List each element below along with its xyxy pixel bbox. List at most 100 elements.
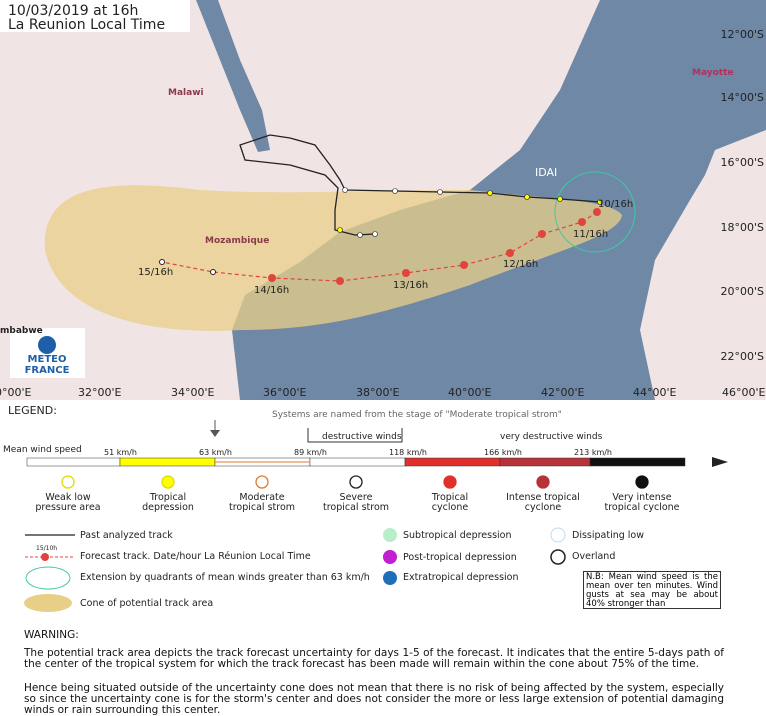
latitude-label: 14°00'S [720, 91, 764, 104]
track-point [597, 199, 603, 205]
timezone: La Reunion Local Time [8, 17, 165, 33]
speed-label: 118 km/h [389, 448, 427, 457]
legend-item: Extratropical depression [403, 572, 519, 583]
place-label: Mayotte [692, 68, 734, 78]
track-point [524, 194, 530, 200]
scale-segment [119, 457, 216, 467]
track-point [372, 231, 378, 237]
category-label: Intense tropical [506, 492, 580, 503]
naming-arrowhead [210, 430, 220, 437]
track-label: 10/16h [598, 199, 633, 210]
warning-title: WARNING: [24, 629, 79, 641]
category-label: depression [142, 502, 194, 513]
category-icon [635, 475, 649, 489]
destructive-bracket [307, 428, 403, 443]
very-destructive-label: very destructive winds [500, 432, 603, 442]
post-tropical-icon [383, 550, 397, 564]
logo-mark [38, 336, 56, 354]
track-point [392, 188, 398, 194]
storm-name: IDAI [535, 166, 557, 179]
category-label: pressure area [35, 502, 100, 513]
legend-item: Overland [572, 551, 615, 562]
category-icon [536, 475, 550, 489]
note: N.B: Mean wind speed is the mean over te… [583, 571, 721, 609]
scale-segment [589, 457, 686, 467]
scale-title: Mean wind speed [3, 445, 82, 455]
wind-extension [554, 171, 636, 253]
latitude-label: 18°00'S [720, 221, 764, 234]
forecast-point [210, 269, 216, 275]
logo-text: METEO [28, 354, 67, 365]
track-point [337, 227, 343, 233]
latitude-label: 16°00'S [720, 156, 764, 169]
latitude-label: 20°00'S [720, 285, 764, 298]
legend-item: Past analyzed track [80, 530, 173, 541]
category-label: tropical strom [323, 502, 389, 513]
lake-malawi [196, 0, 270, 152]
speed-label: 89 km/h [294, 448, 327, 457]
category-icon [161, 475, 175, 489]
forecast-track [161, 211, 598, 282]
latitude-label: 22°00'S [720, 350, 764, 363]
category-label: cyclone [432, 502, 469, 513]
overland-icon [550, 549, 566, 565]
legend-item: Post-tropical depression [403, 552, 517, 563]
category-icon [349, 475, 363, 489]
date: 10/03/2019 at 16h [8, 3, 138, 19]
place-label: Malawi [168, 88, 204, 98]
longitude-label: 32°00'E [78, 386, 122, 399]
speed-label: 63 km/h [199, 448, 232, 457]
category-label: Severe [340, 492, 373, 503]
category-icon [255, 475, 269, 489]
track-point [487, 190, 493, 196]
speed-label: 213 km/h [574, 448, 612, 457]
track-point [437, 189, 443, 195]
forecast-sample: 15/10h [36, 545, 57, 552]
logo-text: FRANCE [25, 365, 70, 376]
past-track [239, 134, 601, 236]
speed-label: 51 km/h [104, 448, 137, 457]
scale-segment [404, 457, 501, 467]
track-label: 13/16h [393, 280, 428, 291]
category-label: tropical cyclone [605, 502, 680, 513]
legend-item: Subtropical depression [403, 530, 512, 541]
place-label: Mozambique [205, 236, 269, 246]
track-label: 11/16h [573, 229, 608, 240]
warning-paragraph: Hence being situated outside of the unce… [24, 682, 724, 716]
scale-segment [309, 457, 406, 467]
scale-segment [499, 457, 591, 467]
category-label: Tropical [431, 492, 468, 503]
extension-icon [25, 566, 71, 590]
track-label: 12/16h [503, 259, 538, 270]
forecast-point [159, 259, 165, 265]
legend-item: Dissipating low [572, 530, 644, 541]
naming-note: Systems are named from the stage of "Mod… [272, 410, 562, 420]
dissipating-icon [550, 527, 566, 543]
cone [44, 185, 622, 331]
place-label: mbabwe [0, 326, 43, 336]
forecast-dot [41, 553, 49, 561]
track-point [342, 187, 348, 193]
subtropical-icon [383, 528, 397, 542]
cone-icon [24, 594, 72, 612]
category-label: Moderate [239, 492, 284, 503]
legend-item: Forecast track. Date/hour La Réunion Loc… [80, 551, 311, 562]
track-label: 14/16h [254, 285, 289, 296]
extratropical-icon [383, 571, 397, 585]
forecast-point [578, 218, 586, 226]
legend-item: Extension by quadrants of mean winds gre… [80, 572, 370, 583]
category-icon [61, 475, 75, 489]
longitude-label: 36°00'E [263, 386, 307, 399]
category-label: Tropical [149, 492, 186, 503]
category-label: Weak low [45, 492, 90, 503]
scale-segment [26, 457, 121, 467]
track-label: 15/16h [138, 267, 173, 278]
longitude-label: 46°00'E [722, 386, 766, 399]
forecast-point [336, 277, 344, 285]
longitude-label: 38°00'E [356, 386, 400, 399]
category-label: Very intense [612, 492, 671, 503]
legend-title: LEGEND: [8, 404, 57, 417]
destructive-label: destructive winds [322, 432, 402, 442]
track-point [357, 232, 363, 238]
